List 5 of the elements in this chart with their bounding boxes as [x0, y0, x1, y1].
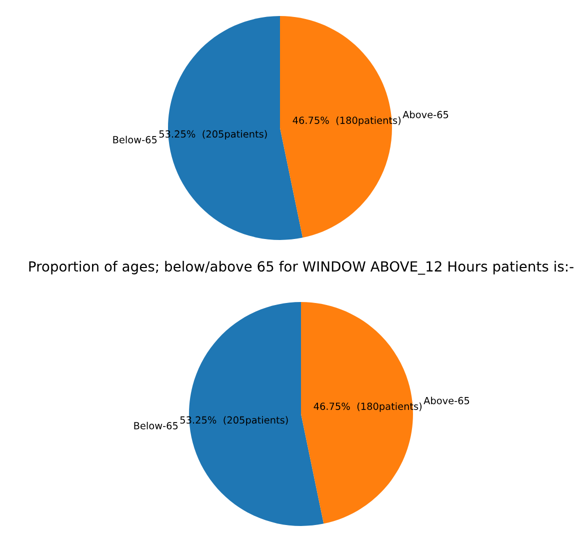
slice-label: Below-65	[134, 422, 178, 430]
slice-label: Above-65	[424, 396, 470, 404]
slice-label: Above-65	[402, 110, 448, 118]
slice-label: Below-65	[113, 136, 157, 144]
chart-title: Proportion of ages; below/above 65 for WINDOW ABOVE_12 Hours patients is:-	[29, 260, 574, 275]
